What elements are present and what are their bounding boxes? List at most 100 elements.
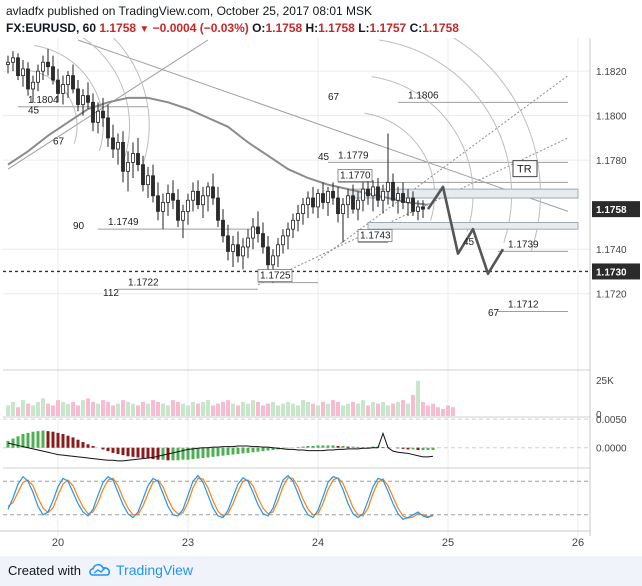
volume-bar bbox=[6, 405, 10, 416]
candle-body bbox=[201, 195, 205, 206]
volume-bar bbox=[171, 400, 175, 416]
candle-body bbox=[126, 162, 130, 172]
volume-bar bbox=[176, 401, 180, 416]
candle-body bbox=[331, 190, 335, 199]
candle-body bbox=[26, 68, 30, 90]
current-price-tag bbox=[592, 201, 640, 218]
open-value: 1.1758 bbox=[265, 21, 303, 35]
tradingview-brand[interactable]: TradingView bbox=[116, 562, 194, 578]
volume-bar bbox=[61, 401, 65, 416]
candle-body bbox=[346, 195, 350, 206]
candle-body bbox=[361, 188, 365, 201]
candles bbox=[6, 48, 425, 283]
candle-body bbox=[91, 101, 95, 123]
chart-area[interactable]: 1.1804 1.1806 1.1779 1.1770 1.1749 1.1743 1.17… bbox=[0, 38, 642, 556]
volume-bar bbox=[301, 400, 305, 416]
volume-bar bbox=[41, 398, 45, 416]
price-axis[interactable]: 1.1820 1.1800 1.1780 1.1740 1.1720 1.1758 1.17… bbox=[589, 38, 640, 536]
candle-body bbox=[301, 204, 305, 214]
time-tick-label: 25 bbox=[442, 537, 454, 549]
volume-bar bbox=[351, 401, 355, 416]
volume-bar bbox=[341, 405, 345, 416]
candle-body bbox=[276, 244, 280, 257]
candle-body bbox=[56, 79, 60, 94]
volume-bar bbox=[136, 405, 140, 416]
angle-label: 112 bbox=[103, 288, 119, 299]
volume-bar bbox=[156, 401, 160, 416]
volume-bar bbox=[76, 405, 80, 416]
volume-bar bbox=[121, 400, 125, 416]
volume-bar bbox=[361, 400, 365, 416]
volume-bar bbox=[316, 405, 320, 416]
volume-bar bbox=[421, 401, 425, 416]
candle-body bbox=[36, 70, 40, 83]
macd-pane bbox=[3, 416, 590, 462]
tradingview-cloud-icon[interactable] bbox=[88, 560, 112, 580]
volume-bar bbox=[51, 405, 55, 416]
candle-body bbox=[86, 95, 90, 103]
candle-body bbox=[261, 233, 265, 248]
volume-bar bbox=[451, 407, 455, 416]
price-tick-label: 1.1740 bbox=[596, 245, 627, 256]
volume-bar bbox=[271, 401, 275, 416]
candle-body bbox=[186, 199, 190, 212]
volume-bar bbox=[116, 403, 120, 416]
candle-body bbox=[381, 190, 385, 201]
volume-bar bbox=[201, 401, 205, 416]
tr-label: TR bbox=[517, 164, 532, 176]
level-label: 1.1743 bbox=[360, 231, 391, 242]
candle-body bbox=[401, 193, 405, 203]
candle-body bbox=[251, 226, 255, 239]
candle-body bbox=[191, 190, 195, 201]
volume-bar bbox=[406, 403, 410, 416]
volume-bar bbox=[391, 403, 395, 416]
volume-bar bbox=[326, 403, 330, 416]
volume-bar bbox=[181, 403, 185, 416]
level-label: 1.1804 bbox=[28, 95, 59, 106]
volume-bar bbox=[56, 400, 60, 416]
level-labels: 1.1804 1.1806 1.1779 1.1770 1.1749 1.1743 1.17… bbox=[28, 90, 539, 319]
author-name[interactable]: avladfx bbox=[6, 4, 45, 18]
stochastic-pane bbox=[3, 467, 590, 520]
projection-path bbox=[426, 185, 505, 275]
candle-body bbox=[416, 206, 420, 212]
volume-bar bbox=[296, 405, 300, 416]
candle-body bbox=[96, 110, 100, 123]
volume-bar bbox=[346, 403, 350, 416]
candle-body bbox=[61, 84, 65, 94]
ohlc-line: FX:EURUSD, 60 1.1758 ▼ −0.0004 (−0.03%) … bbox=[6, 21, 459, 35]
volume-bar bbox=[371, 401, 375, 416]
candle-body bbox=[336, 197, 340, 214]
candle-body bbox=[366, 188, 370, 197]
volume-bar bbox=[191, 401, 195, 416]
volume-bar bbox=[186, 405, 190, 416]
candle-body bbox=[311, 197, 315, 208]
volume-bar bbox=[221, 401, 225, 416]
level-label-box bbox=[257, 269, 293, 282]
volume-bar bbox=[396, 401, 400, 416]
volume-bar bbox=[231, 403, 235, 416]
candle-body bbox=[46, 61, 50, 68]
angle-label: 90 bbox=[73, 221, 85, 232]
candle-body bbox=[76, 88, 80, 105]
volume-bar bbox=[286, 401, 290, 416]
open-label: O: bbox=[252, 21, 266, 35]
grid-lines bbox=[3, 38, 590, 536]
volume-axis-label: 25K bbox=[596, 376, 614, 387]
low-label: L: bbox=[358, 21, 370, 35]
tr-box bbox=[512, 160, 538, 178]
time-axis[interactable]: 20 23 24 25 26 bbox=[0, 530, 590, 549]
volume-bar bbox=[216, 403, 220, 416]
volume-bar bbox=[101, 400, 105, 416]
volume-bar bbox=[276, 405, 280, 416]
volume-bar bbox=[336, 401, 340, 416]
stoch-k-line bbox=[7, 474, 434, 520]
volume-bar bbox=[441, 408, 445, 416]
volume-bar bbox=[321, 401, 325, 416]
volume-bar bbox=[21, 400, 25, 416]
current-price-label: 1.1758 bbox=[596, 205, 627, 216]
macd-axis-label: 0.0000 bbox=[596, 444, 627, 455]
volume-bar bbox=[206, 400, 210, 416]
volume-bar bbox=[11, 401, 15, 416]
candle-body bbox=[31, 81, 35, 90]
